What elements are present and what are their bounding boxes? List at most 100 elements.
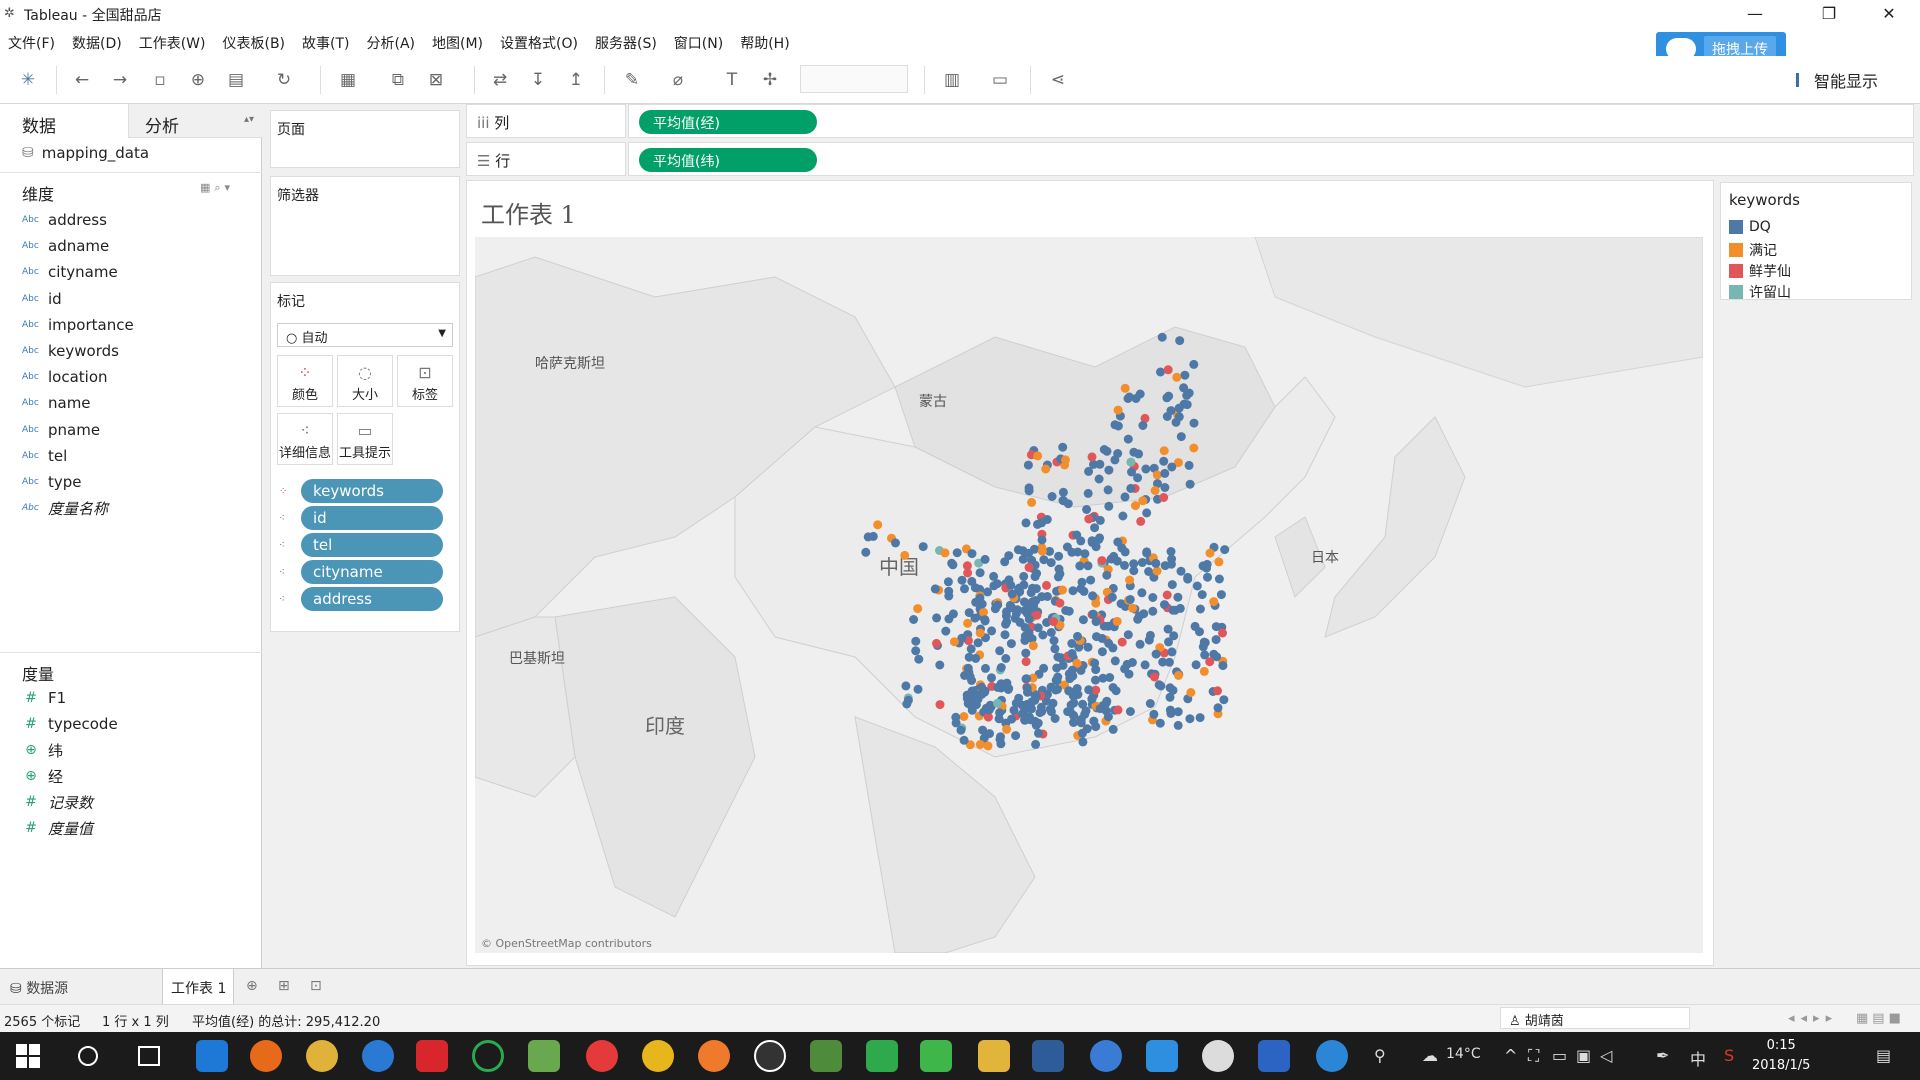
store-point[interactable] — [1087, 536, 1097, 546]
store-point[interactable] — [951, 718, 961, 728]
store-point[interactable] — [1046, 558, 1056, 568]
store-point[interactable] — [1027, 555, 1037, 565]
store-point[interactable] — [1023, 687, 1032, 697]
store-point[interactable] — [1120, 560, 1129, 570]
store-point[interactable] — [967, 549, 977, 559]
store-point[interactable] — [1190, 621, 1200, 631]
store-point[interactable] — [1120, 547, 1130, 557]
store-point[interactable] — [1065, 674, 1075, 684]
store-point[interactable] — [1164, 637, 1173, 647]
store-point[interactable] — [1155, 718, 1165, 728]
legend-item-manji[interactable]: 满记 — [1729, 240, 1777, 260]
store-point[interactable] — [1091, 685, 1101, 695]
measure-field[interactable]: # 度量值 — [22, 816, 93, 840]
store-point[interactable] — [1068, 586, 1078, 596]
store-point[interactable] — [1078, 699, 1088, 709]
store-point[interactable] — [1023, 460, 1033, 470]
store-point[interactable] — [995, 646, 1005, 656]
store-point[interactable] — [1014, 584, 1024, 594]
menu-map[interactable]: 地图(M) — [432, 36, 484, 52]
store-point[interactable] — [911, 646, 921, 656]
store-point[interactable] — [1127, 658, 1137, 667]
store-point[interactable] — [1184, 460, 1194, 470]
measure-field[interactable]: # 记录数 — [22, 790, 93, 814]
store-point[interactable] — [1205, 657, 1215, 667]
store-point[interactable] — [1195, 604, 1205, 614]
store-point[interactable] — [861, 547, 871, 557]
store-point[interactable] — [1197, 590, 1207, 600]
store-point[interactable] — [1097, 556, 1107, 566]
store-point[interactable] — [967, 576, 977, 586]
restore-button[interactable]: ❐ — [1821, 4, 1837, 23]
store-point[interactable] — [1041, 464, 1051, 474]
network-icon[interactable]: ▣ — [1576, 1046, 1592, 1065]
pause-updates-icon[interactable]: ▤ — [227, 70, 245, 90]
store-point[interactable] — [1062, 542, 1072, 552]
store-point[interactable] — [1203, 572, 1212, 582]
store-point[interactable] — [1174, 412, 1184, 422]
store-point[interactable] — [1137, 558, 1147, 567]
store-point[interactable] — [987, 626, 997, 636]
store-point[interactable] — [1011, 698, 1021, 708]
store-point[interactable] — [1198, 642, 1208, 652]
firefox-icon[interactable] — [250, 1040, 282, 1072]
store-point[interactable] — [1135, 639, 1145, 649]
datasource-tab[interactable]: ⛁ 数据源 — [10, 981, 69, 997]
excel-icon[interactable] — [866, 1040, 898, 1072]
store-point[interactable] — [1140, 413, 1150, 423]
store-point[interactable] — [1095, 459, 1105, 469]
store-point[interactable] — [1067, 665, 1077, 675]
save-icon[interactable]: ▫ — [154, 70, 166, 90]
store-point[interactable] — [1058, 585, 1067, 595]
store-point[interactable] — [1102, 570, 1112, 580]
store-point[interactable] — [959, 712, 969, 721]
store-point[interactable] — [996, 683, 1006, 693]
store-point[interactable] — [1006, 580, 1016, 590]
store-point[interactable] — [1043, 689, 1052, 699]
filters-card[interactable]: 筛选器 — [270, 176, 460, 276]
edge-icon[interactable] — [196, 1040, 228, 1072]
store-point[interactable] — [1045, 546, 1055, 556]
store-point[interactable] — [1010, 613, 1020, 623]
store-point[interactable] — [1160, 600, 1169, 610]
store-point[interactable] — [943, 577, 953, 587]
store-point[interactable] — [1032, 610, 1042, 620]
fit-dropdown[interactable] — [800, 65, 908, 93]
store-point[interactable] — [975, 628, 985, 638]
dimension-field[interactable]: Abc importance — [22, 313, 134, 337]
columns-drop-area[interactable]: 平均值(经) — [628, 104, 1914, 138]
store-point[interactable] — [1138, 496, 1148, 506]
store-point[interactable] — [1129, 566, 1139, 576]
store-point[interactable] — [1053, 652, 1063, 662]
share-icon[interactable]: ⋖ — [1050, 70, 1066, 90]
keywords-pill[interactable]: keywords — [301, 479, 443, 503]
store-point[interactable] — [1061, 455, 1070, 465]
store-point[interactable] — [983, 587, 993, 597]
store-point[interactable] — [1027, 497, 1037, 507]
store-point[interactable] — [1219, 695, 1229, 705]
store-point[interactable] — [1209, 649, 1219, 659]
store-point[interactable] — [1019, 571, 1029, 581]
store-point[interactable] — [1151, 558, 1161, 568]
editor-icon[interactable] — [810, 1040, 842, 1072]
store-point[interactable] — [1076, 665, 1086, 675]
store-point[interactable] — [996, 663, 1006, 672]
store-point[interactable] — [1050, 714, 1060, 723]
store-point[interactable] — [911, 636, 921, 646]
store-point[interactable] — [979, 607, 988, 617]
store-point[interactable] — [1144, 635, 1154, 645]
new-worksheet-icon[interactable]: ▦ — [339, 70, 357, 90]
store-point[interactable] — [1180, 370, 1190, 380]
store-point[interactable] — [1125, 707, 1135, 716]
store-point[interactable] — [1129, 447, 1139, 457]
store-point[interactable] — [975, 568, 985, 578]
store-point[interactable] — [1055, 598, 1065, 608]
pen-icon[interactable]: ✒ — [1656, 1046, 1670, 1065]
store-point[interactable] — [1126, 457, 1136, 467]
store-point[interactable] — [1095, 704, 1105, 714]
store-point[interactable] — [1046, 707, 1056, 717]
clock[interactable]: 0:15 2018/1/5 — [1752, 1036, 1810, 1076]
store-point[interactable] — [1108, 724, 1118, 734]
store-point[interactable] — [1094, 534, 1104, 544]
menu-server[interactable]: 服务器(S) — [594, 36, 657, 52]
